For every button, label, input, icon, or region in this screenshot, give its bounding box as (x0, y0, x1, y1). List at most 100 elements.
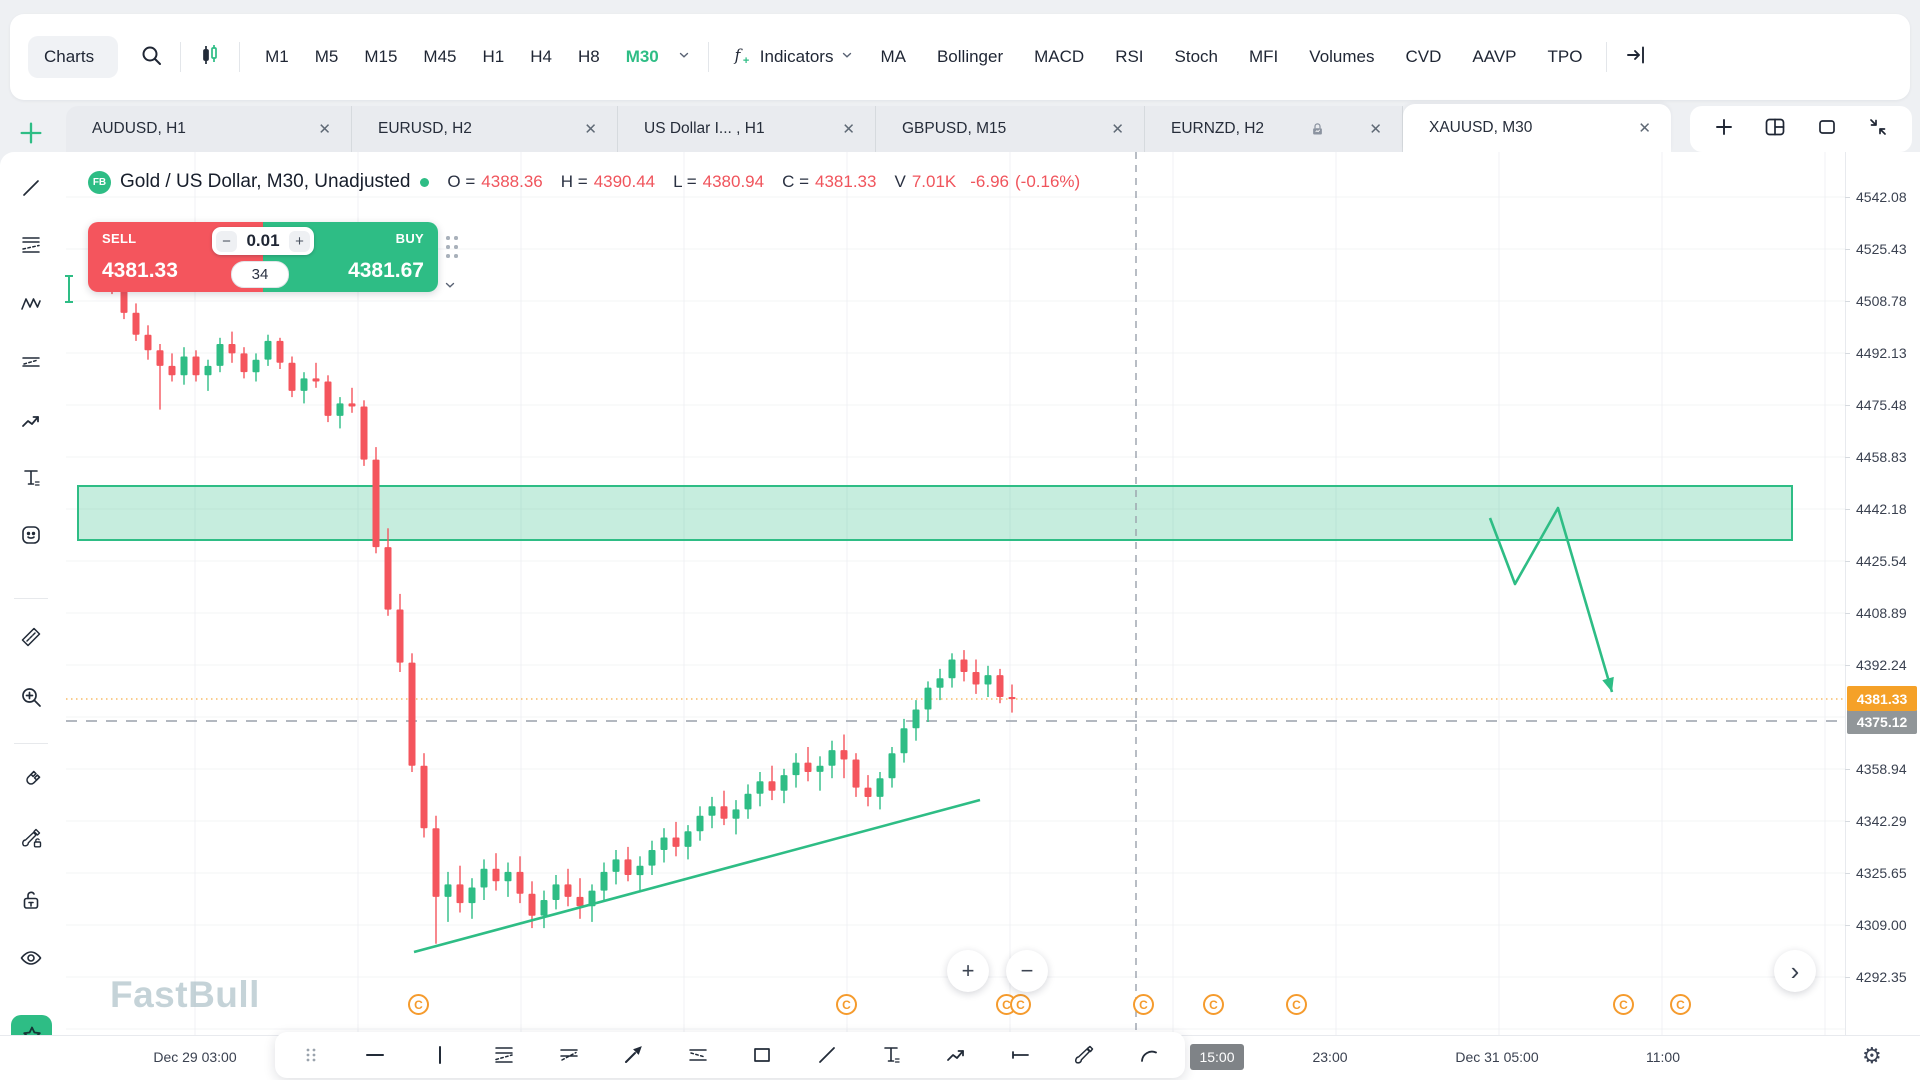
fx-indicator-icon: f + (731, 43, 753, 72)
tab-close-icon[interactable]: ✕ (1369, 121, 1382, 138)
fib-retracement-icon[interactable] (490, 1041, 518, 1069)
indicators-button[interactable]: f + Indicators (731, 43, 855, 72)
copyright-marker-icon[interactable]: C (1203, 994, 1224, 1015)
diag-line-icon[interactable] (813, 1041, 841, 1069)
search-icon[interactable] (134, 40, 168, 74)
price-tick-dash (1845, 457, 1850, 458)
svg-text:f: f (733, 46, 743, 64)
tab-close-icon[interactable]: ✕ (318, 121, 331, 138)
arrow-icon[interactable] (619, 1041, 647, 1069)
hray-icon[interactable] (1006, 1041, 1034, 1069)
timeframe-m5[interactable]: M5 (314, 47, 339, 66)
divider (1606, 42, 1608, 72)
emoji-icon[interactable] (16, 520, 46, 550)
forecast-arrowhead (1602, 676, 1614, 692)
indicator-shortcut-mfi[interactable]: MFI (1249, 47, 1279, 66)
indicator-shortcut-cvd[interactable]: CVD (1405, 47, 1442, 66)
rect-tool-icon[interactable] (748, 1041, 776, 1069)
tab-close-icon[interactable]: ✕ (842, 121, 855, 138)
timeframe-chevron-down-icon[interactable] (672, 40, 696, 74)
gear-icon[interactable]: ⚙ (1862, 1043, 1882, 1068)
hline-icon[interactable] (361, 1041, 389, 1069)
tab-us-dollar-i-[interactable]: US Dollar I... , H1 ✕ (618, 106, 876, 152)
tab-eurnzd[interactable]: EURNZD, H2 ✕ (1145, 106, 1403, 152)
maximize-icon[interactable] (1810, 112, 1844, 146)
timeframe-m45[interactable]: M45 (423, 47, 457, 66)
symbol-title[interactable]: Gold / US Dollar, M30, Unadjusted (120, 171, 411, 192)
indicator-shortcut-aavp[interactable]: AAVP (1472, 47, 1517, 66)
eye-icon[interactable] (16, 943, 46, 973)
tab-close-icon[interactable]: ✕ (1111, 121, 1124, 138)
price-tick: 4392.24 (1856, 657, 1907, 673)
widget-drag-handle[interactable] (446, 236, 460, 260)
price-tick: 4542.08 (1856, 189, 1907, 205)
brush-lock-icon[interactable] (16, 823, 46, 853)
add-plus-icon[interactable] (16, 118, 46, 148)
trend-line-icon[interactable] (16, 173, 46, 203)
channel-dash-icon[interactable] (684, 1041, 712, 1069)
copyright-marker-icon[interactable]: C (1670, 994, 1691, 1015)
supply-zone-drawing[interactable] (77, 485, 1793, 541)
text-tool-icon[interactable] (16, 463, 46, 493)
tab-gbpusd[interactable]: GBPUSD, M15 ✕ (876, 106, 1145, 152)
copyright-marker-icon[interactable]: C (836, 994, 857, 1015)
indicator-shortcut-volumes[interactable]: Volumes (1309, 47, 1375, 66)
tab-close-icon[interactable]: ✕ (584, 121, 597, 138)
lot-minus-button[interactable]: − (216, 230, 237, 252)
parallel-channel-icon[interactable] (16, 347, 46, 377)
copyright-marker-icon[interactable]: C (1613, 994, 1634, 1015)
drag-dots-icon[interactable] (297, 1041, 325, 1069)
indicator-shortcut-ma[interactable]: MA (880, 47, 906, 66)
copyright-marker-icon[interactable]: C (1010, 994, 1031, 1015)
lot-plus-button[interactable]: + (289, 230, 310, 252)
charts-menu-button[interactable]: Charts (28, 36, 119, 78)
vline-icon[interactable] (426, 1041, 454, 1069)
open-panel-icon[interactable] (1619, 40, 1653, 74)
copyright-marker-icon[interactable]: C (1133, 994, 1154, 1015)
indicator-shortcut-rsi[interactable]: RSI (1115, 47, 1144, 66)
indicator-shortcut-stoch[interactable]: Stoch (1174, 47, 1219, 66)
tab-audusd[interactable]: AUDUSD, H1 ✕ (66, 106, 352, 152)
indicator-shortcut-tpo[interactable]: TPO (1547, 47, 1583, 66)
zoom-in-icon[interactable] (16, 682, 46, 712)
tab-close-icon[interactable]: ✕ (1638, 120, 1651, 137)
fib-diag-icon[interactable] (555, 1041, 583, 1069)
text-tool-icon[interactable] (877, 1041, 905, 1069)
fit-screen-icon[interactable] (1861, 112, 1895, 146)
tab-xauusd[interactable]: XAUUSD, M30 ✕ (1403, 104, 1671, 152)
fib-lines-icon[interactable] (16, 230, 46, 260)
price-axis[interactable] (1845, 152, 1920, 1080)
zigzag-arrow-icon[interactable] (942, 1041, 970, 1069)
scroll-right-button[interactable]: › (1774, 950, 1816, 992)
elliott-waves-icon[interactable] (16, 288, 46, 318)
lot-value[interactable]: 0.01 (246, 231, 280, 250)
tab-eurusd[interactable]: EURUSD, H2 ✕ (352, 106, 618, 152)
arc-icon[interactable] (1135, 1041, 1163, 1069)
widget-chevron-down-icon[interactable] (443, 278, 457, 297)
crosshair-price-label: 4375.12 (1847, 709, 1917, 734)
copyright-marker-icon[interactable]: C (408, 994, 429, 1015)
timeframe-h8[interactable]: H8 (577, 47, 600, 66)
add-chart-icon[interactable] (1707, 112, 1741, 146)
timeframe-h4[interactable]: H4 (530, 47, 552, 66)
timeframe-m1[interactable]: M1 (265, 47, 289, 66)
lock-text-icon[interactable] (16, 885, 46, 915)
indicator-shortcut-macd[interactable]: MACD (1034, 47, 1085, 66)
forecast-arrow-drawing[interactable] (1488, 506, 1614, 693)
arrow-trend-icon[interactable] (16, 406, 46, 436)
magnet-icon[interactable] (16, 765, 46, 795)
timeframe-m30[interactable]: M30 (625, 47, 659, 66)
timeframe-m15[interactable]: M15 (364, 47, 398, 66)
trendline-drawing[interactable] (413, 798, 981, 954)
indicator-shortcut-bollinger[interactable]: Bollinger (936, 47, 1004, 66)
brush-icon[interactable] (1070, 1041, 1098, 1069)
ruler-icon[interactable] (16, 622, 46, 652)
close-label: C = (782, 172, 810, 191)
zoom-out-button[interactable]: − (1006, 950, 1048, 992)
timeframe-h1[interactable]: H1 (482, 47, 505, 66)
copyright-marker-icon[interactable]: C (1286, 994, 1307, 1015)
zoom-in-button[interactable]: + (947, 950, 989, 992)
candle-style-icon[interactable] (193, 40, 227, 74)
layout-grid-icon[interactable] (1758, 112, 1792, 146)
